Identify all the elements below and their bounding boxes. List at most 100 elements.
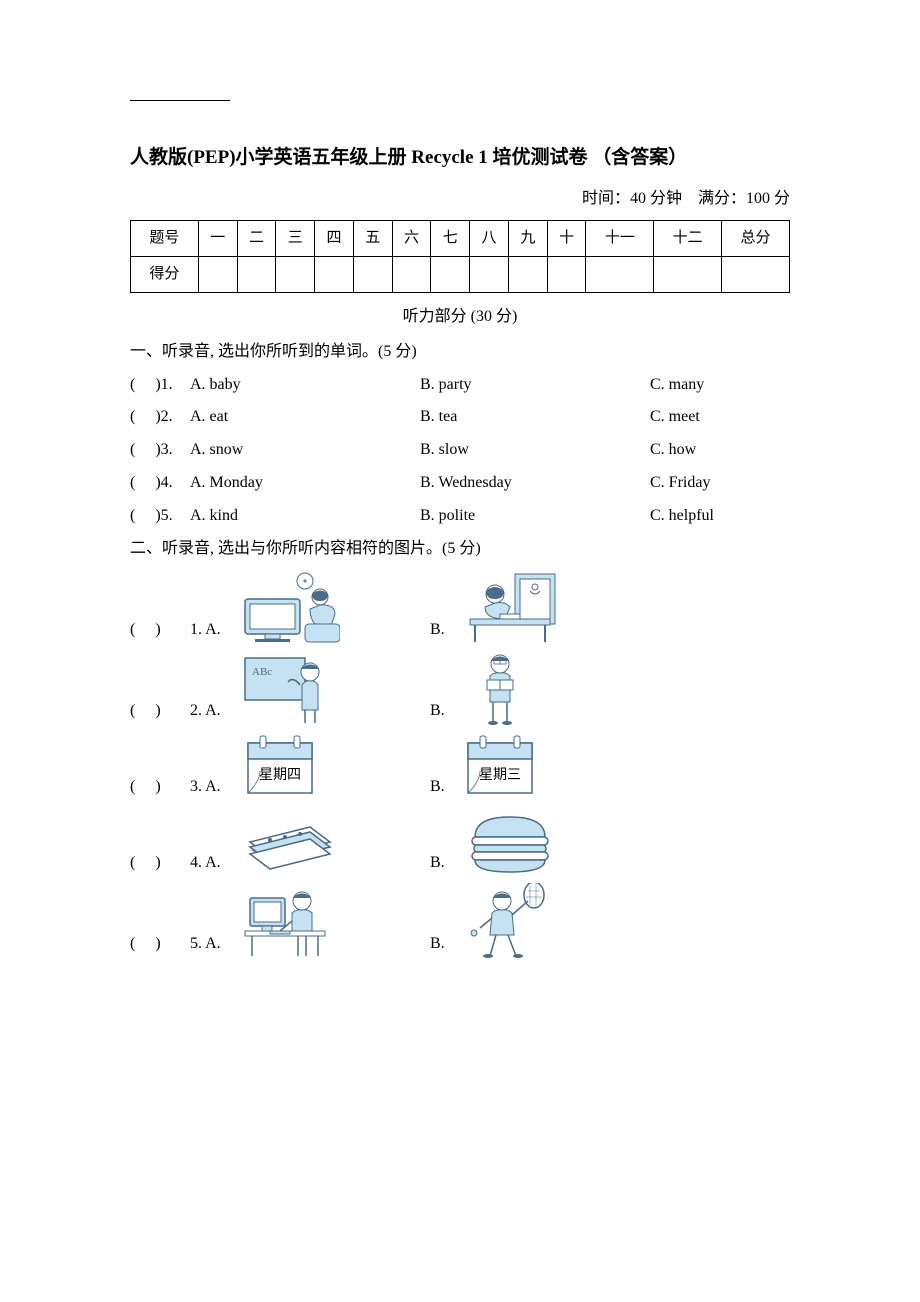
question-number: 5. A. xyxy=(190,930,240,959)
boy-board-icon xyxy=(240,650,340,725)
question-number: 1. A. xyxy=(190,616,240,645)
question-row: ( )2. A. eatB. teaC. meet xyxy=(130,403,790,432)
score-header-cell: 三 xyxy=(276,220,315,256)
sandwich-icon xyxy=(240,812,340,877)
boy-reading-icon xyxy=(460,650,540,725)
score-cell xyxy=(722,256,790,292)
score-header-cell: 五 xyxy=(353,220,392,256)
option-b-image xyxy=(460,883,650,958)
option-c: C. meet xyxy=(650,403,700,432)
svg-text:星期三: 星期三 xyxy=(479,767,521,783)
option-a: A. snow xyxy=(190,436,420,465)
girl-desk-icon xyxy=(460,569,560,644)
picture-question-row: ( )1. A. B. xyxy=(130,569,790,644)
option-b-image: 星期三 xyxy=(460,731,650,801)
svg-text:星期四: 星期四 xyxy=(259,767,301,783)
answer-paren: ( ) xyxy=(130,930,190,959)
option-a: A. Monday xyxy=(190,469,420,498)
score-cell xyxy=(315,256,354,292)
question-row: ( )4. A. MondayB. WednesdayC. Friday xyxy=(130,469,790,498)
score-cell xyxy=(276,256,315,292)
question-row: ( )1. A. babyB. partyC. many xyxy=(130,371,790,400)
picture-question-row: ( )3. A.星期四B.星期三 xyxy=(130,731,790,801)
score-cell xyxy=(431,256,470,292)
score-cell xyxy=(237,256,276,292)
score-cell xyxy=(586,256,654,292)
option-b-label: B. xyxy=(430,616,460,645)
section2-title: 二、听录音, 选出与你所听内容相符的图片。(5 分) xyxy=(130,535,790,564)
score-header-cell: 题号 xyxy=(131,220,199,256)
score-header-cell: 一 xyxy=(198,220,237,256)
answer-paren: ( )4. xyxy=(130,469,190,498)
header-line xyxy=(130,100,230,101)
option-a: A. kind xyxy=(190,502,420,531)
score-cell xyxy=(654,256,722,292)
score-header-cell: 十二 xyxy=(654,220,722,256)
score-header-cell: 十 xyxy=(547,220,586,256)
answer-paren: ( ) xyxy=(130,773,190,802)
fullscore-label: 满分：100 分 xyxy=(698,190,790,207)
option-b-image xyxy=(460,650,650,725)
score-header-cell: 总分 xyxy=(722,220,790,256)
score-cell xyxy=(547,256,586,292)
score-cell xyxy=(508,256,547,292)
option-b-label: B. xyxy=(430,697,460,726)
document-title: 人教版(PEP)小学英语五年级上册 Recycle 1 培优测试卷 （含答案） xyxy=(130,141,790,175)
score-header-cell: 二 xyxy=(237,220,276,256)
answer-paren: ( ) xyxy=(130,697,190,726)
hamburger-icon xyxy=(460,807,560,877)
option-b-label: B. xyxy=(430,930,460,959)
option-b: B. tea xyxy=(420,403,650,432)
answer-paren: ( ) xyxy=(130,616,190,645)
section1-container: ( )1. A. babyB. partyC. many ( )2. A. eat… xyxy=(130,371,790,531)
score-cell xyxy=(198,256,237,292)
question-row: ( )5. A. kindB. politeC. helpful xyxy=(130,502,790,531)
section2-container: ( )1. A.B.( )2. A.B.( )3. A.星期四B.星期三( )4… xyxy=(130,569,790,958)
section1-title: 一、听录音, 选出你所听到的单词。(5 分) xyxy=(130,338,790,367)
boy-tennis-icon xyxy=(460,883,555,958)
picture-question-row: ( )5. A. B. xyxy=(130,883,790,958)
picture-question-row: ( )2. A. B. xyxy=(130,650,790,725)
score-row-label: 得分 xyxy=(131,256,199,292)
score-header-cell: 九 xyxy=(508,220,547,256)
girl-tv-icon xyxy=(240,569,340,644)
calendar-icon: 星期三 xyxy=(460,731,540,801)
score-header-cell: 七 xyxy=(431,220,470,256)
score-header-cell: 八 xyxy=(470,220,509,256)
score-cell xyxy=(470,256,509,292)
option-b: B. party xyxy=(420,371,650,400)
answer-paren: ( )1. xyxy=(130,371,190,400)
option-a: A. eat xyxy=(190,403,420,432)
question-number: 4. A. xyxy=(190,849,240,878)
option-a: A. baby xyxy=(190,371,420,400)
score-table-score-row: 得分 xyxy=(131,256,790,292)
option-a-image: 星期四 xyxy=(240,731,430,801)
boy-computer-icon xyxy=(240,883,335,958)
option-c: C. helpful xyxy=(650,502,714,531)
option-c: C. Friday xyxy=(650,469,710,498)
option-b: B. slow xyxy=(420,436,650,465)
option-a-image xyxy=(240,812,430,877)
answer-paren: ( )5. xyxy=(130,502,190,531)
question-row: ( )3. A. snowB. slowC. how xyxy=(130,436,790,465)
question-number: 2. A. xyxy=(190,697,240,726)
picture-question-row: ( )4. A.B. xyxy=(130,807,790,877)
calendar-icon: 星期四 xyxy=(240,731,320,801)
option-b-image xyxy=(460,569,650,644)
score-header-cell: 六 xyxy=(392,220,431,256)
score-header-cell: 四 xyxy=(315,220,354,256)
score-cell xyxy=(392,256,431,292)
meta-info: 时间：40 分钟 满分：100 分 xyxy=(130,185,790,214)
option-c: C. how xyxy=(650,436,696,465)
option-b: B. Wednesday xyxy=(420,469,650,498)
option-c: C. many xyxy=(650,371,704,400)
answer-paren: ( )3. xyxy=(130,436,190,465)
option-b: B. polite xyxy=(420,502,650,531)
listening-section-header: 听力部分 (30 分) xyxy=(130,303,790,332)
score-cell xyxy=(353,256,392,292)
option-b-image xyxy=(460,807,650,877)
score-table-header-row: 题号 一 二 三 四 五 六 七 八 九 十 十一 十二 总分 xyxy=(131,220,790,256)
option-a-image xyxy=(240,650,430,725)
time-label: 时间：40 分钟 xyxy=(582,190,682,207)
option-b-label: B. xyxy=(430,773,460,802)
